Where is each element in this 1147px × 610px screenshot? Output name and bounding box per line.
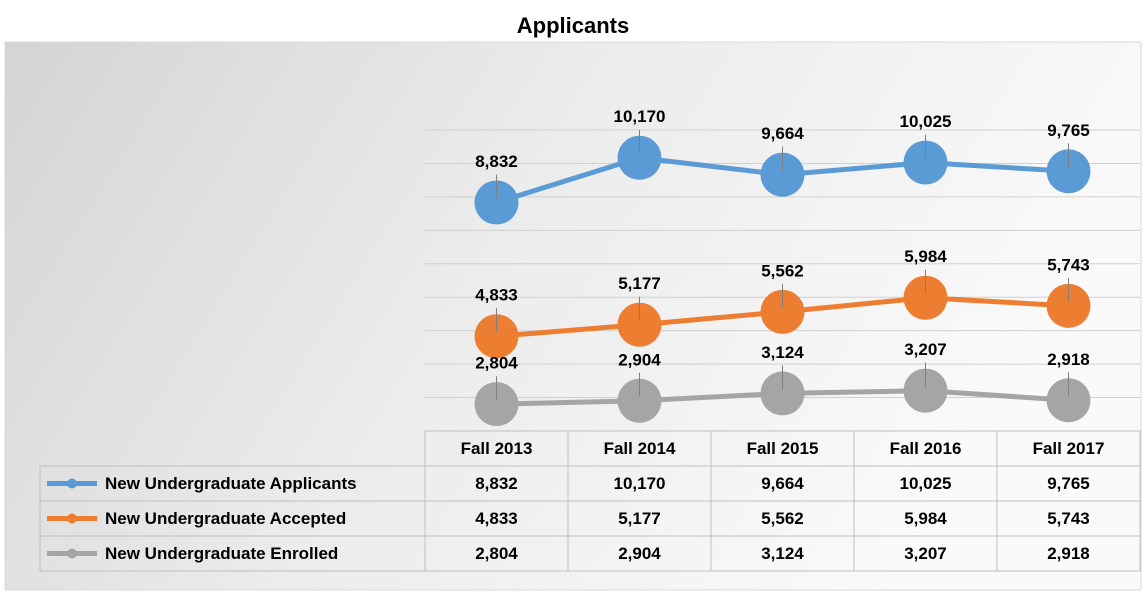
table-value: 2,918 xyxy=(1047,544,1090,563)
legend-label: New Undergraduate Enrolled xyxy=(105,544,338,563)
marker xyxy=(760,289,805,334)
table-value: 9,765 xyxy=(1047,474,1090,493)
data-label: 3,207 xyxy=(904,340,947,359)
data-label: 4,833 xyxy=(475,286,518,305)
marker xyxy=(1046,149,1091,194)
x-tick-label: Fall 2017 xyxy=(1033,439,1105,458)
marker xyxy=(760,152,805,197)
legend-key-marker xyxy=(67,478,77,489)
x-tick-label: Fall 2016 xyxy=(890,439,962,458)
data-label: 5,743 xyxy=(1047,255,1090,274)
x-tick-label: Fall 2013 xyxy=(461,439,533,458)
marker xyxy=(903,140,948,185)
data-label: 9,664 xyxy=(761,124,804,143)
table-value: 5,562 xyxy=(761,509,804,528)
x-tick-label: Fall 2015 xyxy=(747,439,819,458)
data-label: 5,562 xyxy=(761,261,804,280)
table-value: 5,743 xyxy=(1047,509,1090,528)
table-value: 2,904 xyxy=(618,544,661,563)
table-value: 8,832 xyxy=(475,474,518,493)
table-value: 5,984 xyxy=(904,509,947,528)
legend-label: New Undergraduate Applicants xyxy=(105,474,357,493)
data-label: 2,918 xyxy=(1047,350,1090,369)
table-value: 3,207 xyxy=(904,544,947,563)
table-value: 10,025 xyxy=(900,474,952,493)
marker xyxy=(1046,283,1091,328)
data-label: 10,025 xyxy=(900,112,952,131)
marker xyxy=(617,378,662,423)
marker xyxy=(617,302,662,347)
data-label: 8,832 xyxy=(475,152,518,171)
table-value: 3,124 xyxy=(761,544,804,563)
marker xyxy=(903,368,948,413)
marker xyxy=(617,135,662,180)
marker xyxy=(474,382,519,427)
chart-area xyxy=(4,41,1142,591)
table-cell xyxy=(996,535,1141,572)
marker xyxy=(474,180,519,225)
table-value: 4,833 xyxy=(475,509,518,528)
data-label: 5,984 xyxy=(904,247,947,266)
legend-key-marker xyxy=(67,548,77,559)
table-value: 5,177 xyxy=(618,509,661,528)
data-label: 9,765 xyxy=(1047,121,1090,140)
marker xyxy=(1046,378,1091,423)
data-label: 5,177 xyxy=(618,274,661,293)
marker xyxy=(760,371,805,416)
data-label: 10,170 xyxy=(614,107,666,126)
data-label: 2,804 xyxy=(475,354,518,373)
legend-key-marker xyxy=(67,513,77,524)
data-label: 3,124 xyxy=(761,343,804,362)
chart-title: Applicants xyxy=(517,13,629,38)
legend-label: New Undergraduate Accepted xyxy=(105,509,346,528)
table-value: 2,804 xyxy=(475,544,518,563)
marker xyxy=(903,275,948,320)
table-value: 10,170 xyxy=(614,474,666,493)
x-tick-label: Fall 2014 xyxy=(604,439,676,458)
marker xyxy=(474,314,519,359)
table-value: 9,664 xyxy=(761,474,804,493)
data-label: 2,904 xyxy=(618,350,661,369)
